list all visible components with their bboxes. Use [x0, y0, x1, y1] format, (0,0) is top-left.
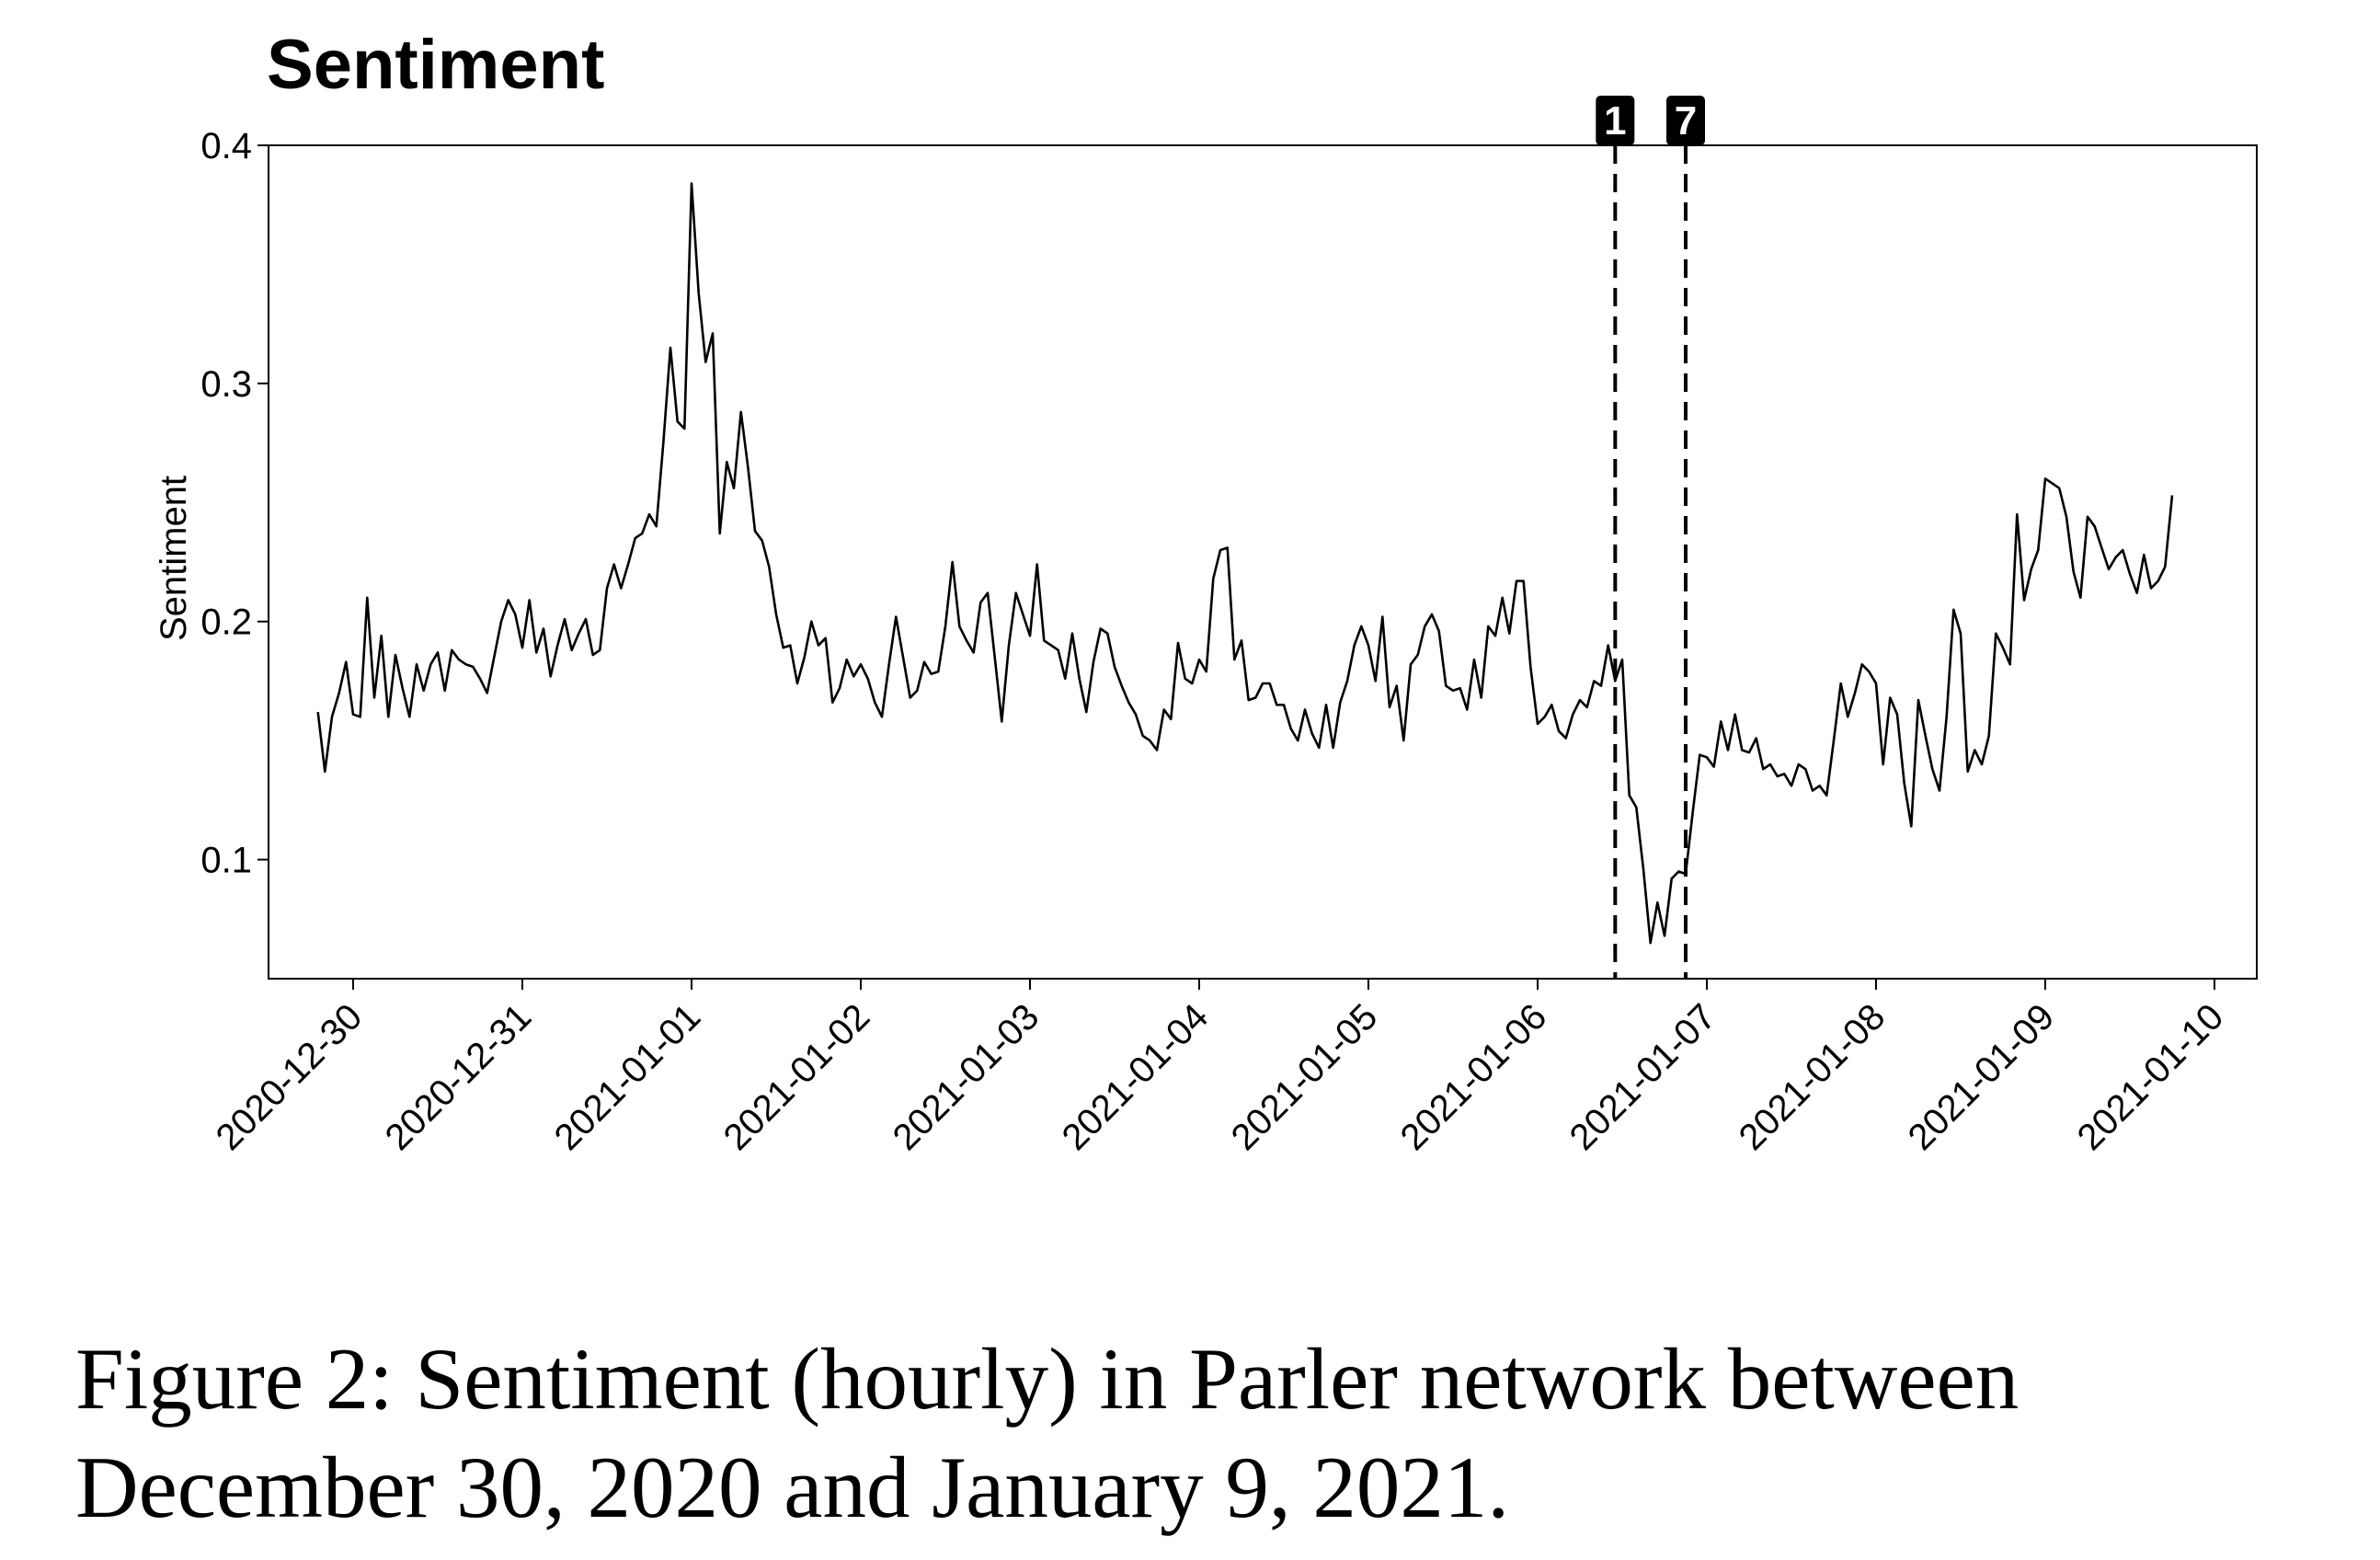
- x-tick-label: 2021-01-04: [1055, 996, 1217, 1158]
- x-tick-label: 2021-01-08: [1732, 996, 1894, 1158]
- y-axis-ticks: 0.1 0.2 0.3 0.4: [200, 126, 269, 881]
- y-axis-label: Sentiment: [154, 476, 194, 641]
- x-tick-label: 2021-01-05: [1224, 996, 1386, 1158]
- plot-frame: [268, 144, 2258, 980]
- x-tick-label: 2021-01-06: [1393, 996, 1555, 1158]
- x-tick-label: 2021-01-09: [1901, 996, 2063, 1158]
- event-badge: [1596, 96, 1635, 145]
- y-tick-label: 0.4: [200, 126, 252, 166]
- x-tick-label: 2021-01-01: [547, 996, 709, 1158]
- series-line: [316, 182, 2174, 945]
- figure-caption: Figure 2: Sentiment (hourly) in Parler n…: [75, 1330, 2020, 1536]
- x-tick-label: 2021-01-02: [716, 996, 878, 1158]
- y-tick-label: 0.2: [200, 602, 252, 643]
- x-axis-ticks: 2020-12-30 2020-12-31 2021-01-01 2021-01-02…: [209, 979, 2232, 1158]
- x-tick-label: 2020-12-30: [209, 996, 371, 1158]
- y-tick-label: 0.1: [200, 841, 252, 881]
- sentiment-chart: Sentiment 0.1 0.2 0.3 0.4 2020-12-30 2020-12…: [154, 26, 2258, 1158]
- chart-title: Sentiment: [267, 26, 604, 104]
- x-tick-label: 2020-12-31: [378, 996, 540, 1158]
- event-badge-label: 7: [1675, 98, 1697, 143]
- event-badge-label: 1: [1604, 98, 1626, 143]
- event-badge: [1666, 96, 1705, 145]
- x-tick-label: 2021-01-07: [1562, 996, 1724, 1158]
- x-tick-label: 2021-01-03: [886, 996, 1047, 1158]
- x-tick-label: 2021-01-10: [2070, 996, 2232, 1158]
- y-tick-label: 0.3: [200, 364, 252, 405]
